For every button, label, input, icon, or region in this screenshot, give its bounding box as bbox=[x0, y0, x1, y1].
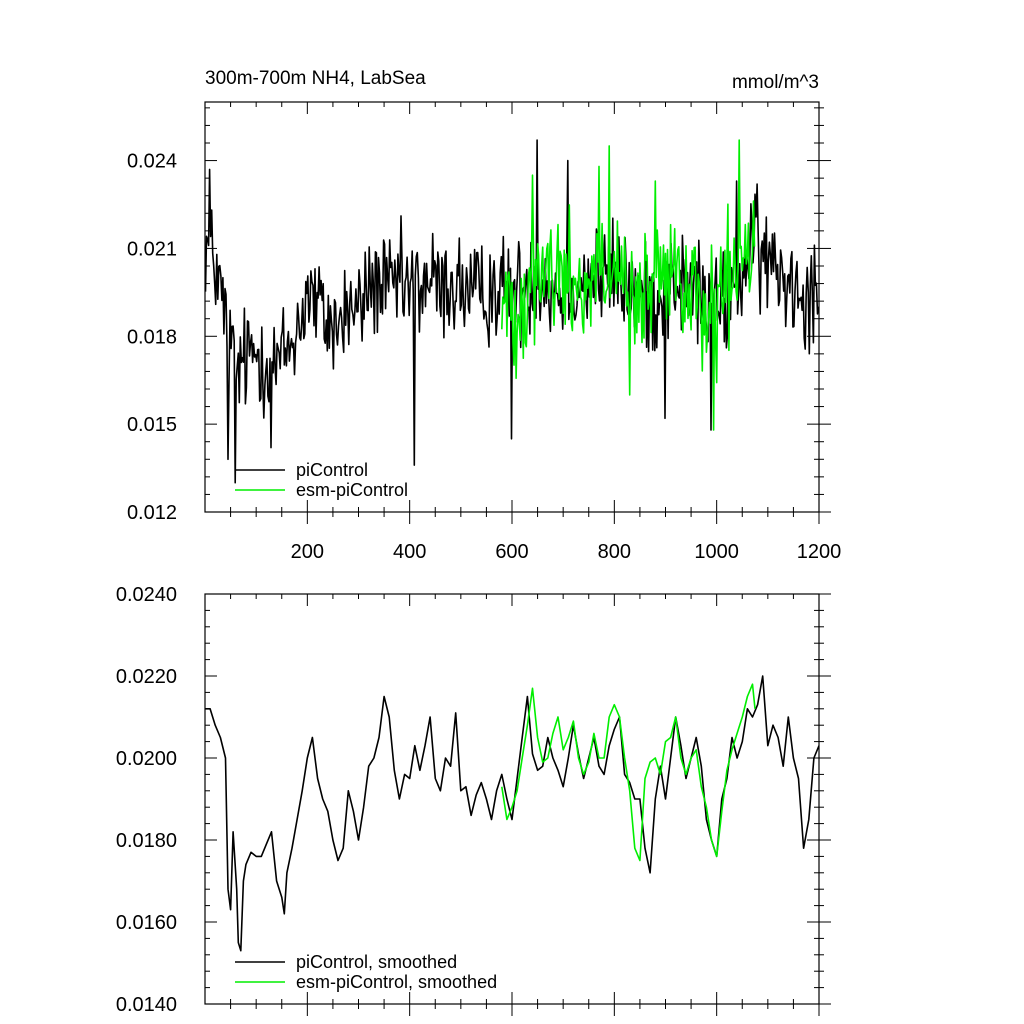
x-tick-label: 200 bbox=[291, 541, 324, 563]
legend-label-esm-picontrol-smoothed: esm-piControl, smoothed bbox=[296, 972, 497, 992]
x-tick-label: 1000 bbox=[694, 541, 739, 563]
legend-label-esm-picontrol: esm-piControl bbox=[296, 480, 408, 500]
top-axis-ticks bbox=[205, 102, 831, 524]
top-plot-frame bbox=[204, 101, 820, 513]
top-panel: 300m-700m NH4, LabSea mmol/m^3 0.0120.01… bbox=[127, 68, 841, 563]
series-line-picontrol bbox=[205, 139, 819, 484]
bottom-y-tick-labels: 0.0140 0.0160 0.0180 0.0200 0.0220 0.0240 bbox=[116, 584, 177, 1016]
y-tick-label: 0.0140 bbox=[116, 994, 177, 1016]
legend-label-picontrol: piControl bbox=[296, 460, 368, 480]
top-x-tick-labels: 200 400 600 800 1000 1200 bbox=[291, 541, 842, 563]
y-tick-label: 0.0200 bbox=[116, 748, 177, 770]
units-label: mmol/m^3 bbox=[732, 72, 819, 93]
bottom-plot-frame bbox=[204, 593, 820, 1005]
bottom-plot-area bbox=[205, 675, 819, 952]
y-tick-label: 0.012 bbox=[127, 502, 177, 524]
x-tick-label: 600 bbox=[495, 541, 528, 563]
y-tick-label: 0.0220 bbox=[116, 666, 177, 688]
y-tick-label: 0.018 bbox=[127, 326, 177, 348]
y-tick-label: 0.024 bbox=[127, 151, 177, 173]
y-tick-label: 0.015 bbox=[127, 414, 177, 436]
y-tick-label: 0.021 bbox=[127, 238, 177, 260]
bottom-series-group bbox=[205, 675, 819, 952]
x-tick-label: 800 bbox=[598, 541, 631, 563]
chart-title: 300m-700m NH4, LabSea bbox=[205, 68, 426, 89]
top-y-tick-labels: 0.012 0.015 0.018 0.021 0.024 bbox=[127, 151, 177, 524]
top-legend: piControl esm-piControl bbox=[235, 460, 408, 500]
legend-label-picontrol-smoothed: piControl, smoothed bbox=[296, 952, 457, 972]
x-tick-label: 400 bbox=[393, 541, 426, 563]
x-tick-label: 1200 bbox=[797, 541, 842, 563]
y-tick-label: 0.0180 bbox=[116, 830, 177, 852]
y-tick-label: 0.0240 bbox=[116, 584, 177, 606]
y-tick-label: 0.0160 bbox=[116, 912, 177, 934]
top-plot-area bbox=[205, 139, 819, 484]
bottom-panel: 0.0140 0.0160 0.0180 0.0200 0.0220 0.0240 piC… bbox=[116, 584, 831, 1016]
top-series-group bbox=[205, 139, 819, 484]
series-line-picontrol-smoothed bbox=[205, 675, 819, 952]
series-line-esm-picontrol bbox=[501, 139, 756, 431]
bottom-legend: piControl, smoothed esm-piControl, smoot… bbox=[235, 952, 497, 992]
series-line-esm-picontrol-smoothed bbox=[501, 683, 756, 862]
